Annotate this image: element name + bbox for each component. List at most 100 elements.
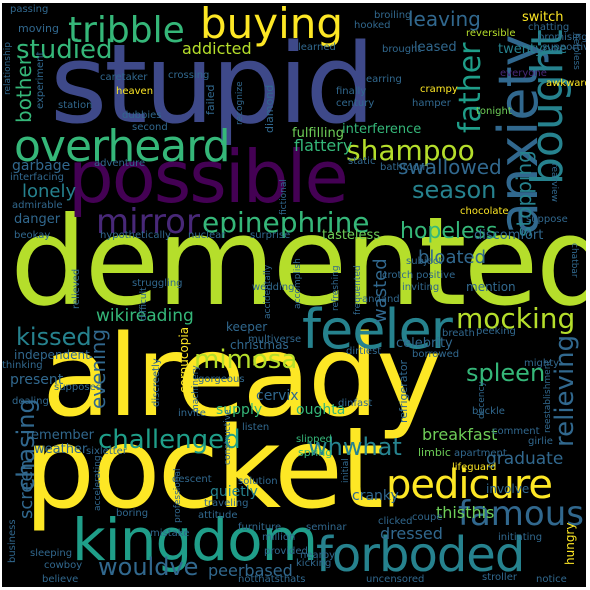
- word-keeper: keeper: [226, 320, 268, 334]
- word-crampy: crampy: [420, 84, 458, 95]
- word-rearview: rearview: [549, 163, 559, 202]
- word-wouldve: wouldve: [98, 553, 199, 581]
- word-provided: provided: [264, 546, 308, 557]
- word-buckle: buckle: [472, 406, 505, 417]
- word-mocking: mocking: [456, 302, 576, 335]
- word-century: century: [336, 98, 375, 109]
- word-independent: independent: [14, 348, 90, 362]
- word-dubbies: dubbies: [122, 110, 162, 121]
- word-seminar: seminar: [306, 522, 347, 533]
- word-recognize: recognize: [235, 81, 245, 125]
- word-lonely: lonely: [22, 181, 77, 202]
- word-believe: believe: [42, 574, 79, 585]
- word-tonight: tonight: [476, 106, 512, 117]
- word-switch: switch: [522, 10, 564, 25]
- word-demented: demented: [10, 191, 586, 333]
- word-solution: solution: [238, 476, 278, 487]
- word-lifeguard: lifeguard: [452, 462, 497, 473]
- word-mistake: mistake: [150, 528, 190, 539]
- word-adventure: adventure: [94, 158, 146, 169]
- word-peerbased: peerbased: [208, 561, 293, 580]
- word-caretaker: caretaker: [100, 72, 148, 83]
- word-thisthis: thisthis: [436, 503, 495, 522]
- word-attitude: attitude: [198, 510, 238, 521]
- word-dressed: dressed: [380, 524, 443, 543]
- word-thinking: thinking: [2, 360, 43, 371]
- word-apartment: apartment: [454, 448, 507, 459]
- word-kissed: kissed: [16, 323, 92, 351]
- word-uncensored: uncensored: [366, 574, 425, 585]
- word-surprise: surprise: [250, 230, 291, 241]
- word-accelerating: accelerating: [93, 455, 103, 511]
- word-addicted: addicted: [182, 39, 252, 58]
- word-shampoo: shampoo: [346, 134, 475, 167]
- word-hamper: hamper: [412, 98, 451, 109]
- word-screen: screen: [16, 459, 37, 519]
- word-accidentally: accidentally: [263, 264, 273, 319]
- word-pedicure: pedicure: [386, 462, 553, 508]
- word-helpless: helpless: [571, 33, 581, 70]
- word-machinery: machinery: [191, 365, 201, 413]
- word-million: million: [262, 532, 296, 543]
- word-remember: remember: [26, 428, 94, 443]
- word-brought: brought: [382, 44, 422, 55]
- word-slipped: slipped: [296, 434, 332, 445]
- word-stupid: stupid: [50, 20, 375, 148]
- word-multiverse: multiverse: [248, 334, 302, 345]
- word-mention: mention: [466, 280, 516, 294]
- word-finally: finally: [336, 86, 367, 97]
- word-cloud: demented already pocket stupid possible …: [2, 3, 586, 587]
- word-borrowed: borrowed: [412, 349, 460, 360]
- word-chatting: chatting: [528, 22, 570, 33]
- word-epinephrine: epinephrine: [202, 206, 370, 239]
- word-suppose: suppose: [526, 214, 568, 225]
- word-swallowed: swallowed: [398, 155, 502, 179]
- word-andand: andand: [362, 294, 400, 305]
- word-clicked: clicked: [378, 516, 413, 527]
- word-cowboy: cowboy: [44, 560, 83, 571]
- word-mighty: mighty: [524, 358, 560, 369]
- word-wikireading: wikireading: [96, 306, 194, 326]
- word-coupe: coupe: [412, 512, 443, 523]
- word-tribble: tribble: [68, 10, 185, 51]
- word-supply: supply: [216, 402, 263, 418]
- word-leased: leased: [414, 40, 457, 55]
- word-interfacing: interfacing: [10, 172, 64, 183]
- word-relieved: relieved: [71, 268, 82, 309]
- word-second: second: [132, 122, 168, 133]
- word-relieving: relieving: [550, 334, 580, 447]
- word-christmas: christmas: [230, 338, 289, 352]
- word-failed: failed: [204, 84, 217, 115]
- word-bloated: bloated: [418, 247, 487, 268]
- word-broiling: broiling: [374, 10, 412, 21]
- word-heaven: heaven: [116, 86, 154, 97]
- word-awkward: awkward: [546, 78, 586, 89]
- word-spleen: spleen: [466, 359, 546, 387]
- word-chatbar: chatbar: [569, 243, 579, 278]
- word-sixletter: sixletter: [86, 446, 127, 457]
- word-kicking: kicking: [296, 558, 332, 569]
- word-crossing: crossing: [168, 70, 210, 81]
- word-tasteless: tasteless: [322, 228, 381, 243]
- word-whwhat: whwhat: [308, 433, 402, 461]
- word-sleeping: sleeping: [30, 548, 73, 559]
- word-passing: passing: [10, 4, 49, 15]
- word-forboded: forboded: [316, 527, 525, 583]
- word-hopeless: hopeless: [400, 219, 498, 244]
- word-challenged: challenged: [98, 425, 241, 455]
- word-overheard: overheard: [14, 121, 231, 172]
- word-peeking: peeking: [476, 326, 516, 337]
- word-diamond: diamond: [263, 84, 276, 133]
- word-initiating: initiating: [498, 532, 543, 543]
- word-inviting: inviting: [402, 282, 440, 293]
- word-danger: danger: [14, 212, 61, 227]
- word-chocolate: chocolate: [460, 206, 509, 217]
- word-discomfort: discomfort: [474, 228, 544, 243]
- word-dinfast: dinfast: [338, 398, 373, 409]
- word-decency: decency: [477, 381, 487, 419]
- word-hooked: hooked: [354, 20, 391, 31]
- word-comment: comment: [492, 426, 540, 437]
- word-wasted: wasted: [370, 258, 391, 323]
- word-evening: evening: [86, 328, 110, 409]
- word-breakfast: breakfast: [422, 425, 498, 444]
